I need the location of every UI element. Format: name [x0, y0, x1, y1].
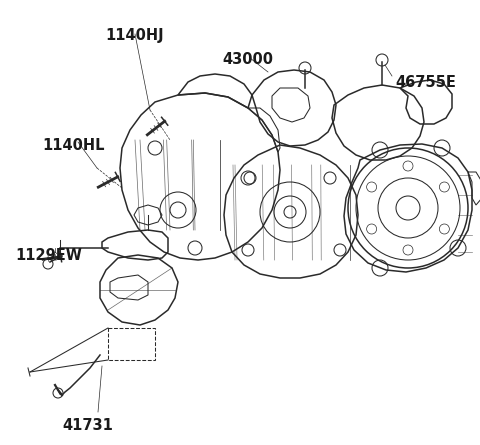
Text: 41731: 41731: [62, 418, 113, 433]
Text: 43000: 43000: [223, 52, 274, 67]
Text: 1140HL: 1140HL: [42, 138, 105, 153]
Text: 1129EW: 1129EW: [15, 248, 82, 263]
Text: 46755E: 46755E: [395, 75, 456, 90]
Text: 1140HJ: 1140HJ: [106, 28, 164, 43]
